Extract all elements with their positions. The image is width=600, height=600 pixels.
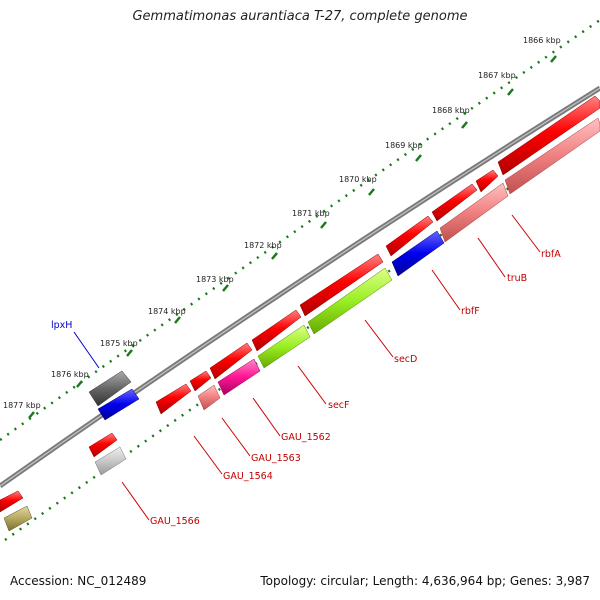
- ruler-tick-1875: [126, 349, 133, 357]
- gene-GAU_1563[interactable]: [197, 384, 221, 411]
- ruler-tick-1877: [28, 411, 35, 419]
- ruler-tick-1874: [174, 316, 181, 324]
- cds-arrow[interactable]: [189, 370, 212, 392]
- cds-arrow[interactable]: [155, 383, 192, 415]
- ruler-tick-1876: [76, 380, 83, 388]
- gene-rbfF[interactable]: [391, 230, 445, 277]
- ruler-label-1869: 1869 kbp: [385, 141, 423, 150]
- ruler-tick-1869: [415, 154, 422, 162]
- gene-rbfA[interactable]: [504, 117, 600, 195]
- map-title: Gemmatimonas aurantiaca T-27, complete g…: [132, 9, 468, 24]
- ruler-label-1877: 1877 kbp: [3, 401, 41, 410]
- gene-truB[interactable]: [439, 182, 509, 243]
- label-lpxH: lpxH: [51, 320, 72, 331]
- label-GAU_1562: GAU_1562: [281, 432, 331, 443]
- ruler-label-1866: 1866 kbp: [523, 36, 561, 45]
- forward-cds-track: [0, 95, 600, 513]
- connector-GAU_1562: [252, 397, 281, 437]
- ruler-label-1870: 1870 kbp: [339, 175, 377, 184]
- ruler-label-1876: 1876 kbp: [51, 370, 89, 379]
- ruler-tick-1866: [550, 55, 557, 63]
- connector-GAU_1566: [121, 481, 150, 521]
- ruler-label-1871: 1871 kbp: [292, 209, 330, 218]
- label-connectors: [73, 214, 541, 521]
- cds-arrow[interactable]: [385, 215, 434, 257]
- connector-secF: [297, 365, 327, 405]
- cds-arrow[interactable]: [88, 432, 118, 458]
- label-GAU_1566: GAU_1566: [150, 516, 200, 527]
- ruler-label-1873: 1873 kbp: [196, 275, 234, 284]
- cds-arrow[interactable]: [209, 342, 253, 380]
- cds-arrow[interactable]: [431, 183, 478, 222]
- connector-secD: [364, 319, 394, 358]
- ruler-tick-1870: [368, 188, 375, 196]
- label-GAU_1564: GAU_1564: [223, 471, 273, 482]
- ruler-tick-1873: [222, 284, 229, 292]
- gene-secF[interactable]: [257, 324, 311, 369]
- topology-text: Topology: circular; Length: 4,636,964 bp…: [260, 574, 590, 588]
- label-GAU_1563: GAU_1563: [251, 453, 301, 464]
- label-rbfA: rbfA: [541, 249, 561, 260]
- label-truB: truB: [507, 273, 527, 284]
- cds-arrow[interactable]: [497, 95, 600, 176]
- ruler-label-1875: 1875 kbp: [100, 339, 138, 348]
- cds-arrow[interactable]: [475, 169, 499, 193]
- gene-track: [3, 117, 600, 532]
- cds-arrow[interactable]: [251, 309, 302, 352]
- connector-GAU_1563: [221, 417, 251, 457]
- connector-truB: [477, 237, 506, 278]
- gene-olive[interactable]: [3, 505, 33, 532]
- ruler-tick-1872: [271, 252, 278, 260]
- ruler-ticks: 1866 kbp 1867 kbp 1868 kbp 1869 kbp 1870…: [3, 36, 561, 419]
- connector-rbfA: [511, 214, 541, 253]
- gene-labels: rbfA truB rbfF secD secF GAU_1562 GAU_15…: [51, 249, 561, 527]
- accession-text: Accession: NC_012489: [10, 574, 147, 588]
- connector-GAU_1564: [193, 435, 223, 475]
- cds-arrow[interactable]: [299, 253, 384, 317]
- outer-ruler: [0, 18, 600, 442]
- label-secD: secD: [394, 354, 417, 365]
- ruler-label-1867: 1867 kbp: [478, 71, 516, 80]
- ruler-label-1874: 1874 kbp: [148, 307, 186, 316]
- gene-secD[interactable]: [307, 267, 393, 335]
- gene-GAU_1562[interactable]: [217, 358, 261, 396]
- ruler-tick-1867: [507, 88, 514, 96]
- connector-rbfF: [431, 269, 461, 311]
- label-secF: secF: [328, 400, 349, 411]
- cds-arrow[interactable]: [0, 490, 24, 513]
- connector-lpxH: [73, 331, 100, 369]
- gene-lpxH[interactable]: [97, 388, 140, 421]
- gene-GAU_1566[interactable]: [94, 446, 127, 476]
- ruler-tick-1871: [320, 221, 327, 229]
- genome-backbone: [0, 85, 600, 489]
- label-rbfF: rbfF: [461, 306, 480, 317]
- ruler-label-1872: 1872 kbp: [244, 241, 282, 250]
- ruler-label-1868: 1868 kbp: [432, 106, 470, 115]
- ruler-tick-1868: [461, 121, 468, 129]
- gene-lpxH-dark[interactable]: [88, 370, 132, 407]
